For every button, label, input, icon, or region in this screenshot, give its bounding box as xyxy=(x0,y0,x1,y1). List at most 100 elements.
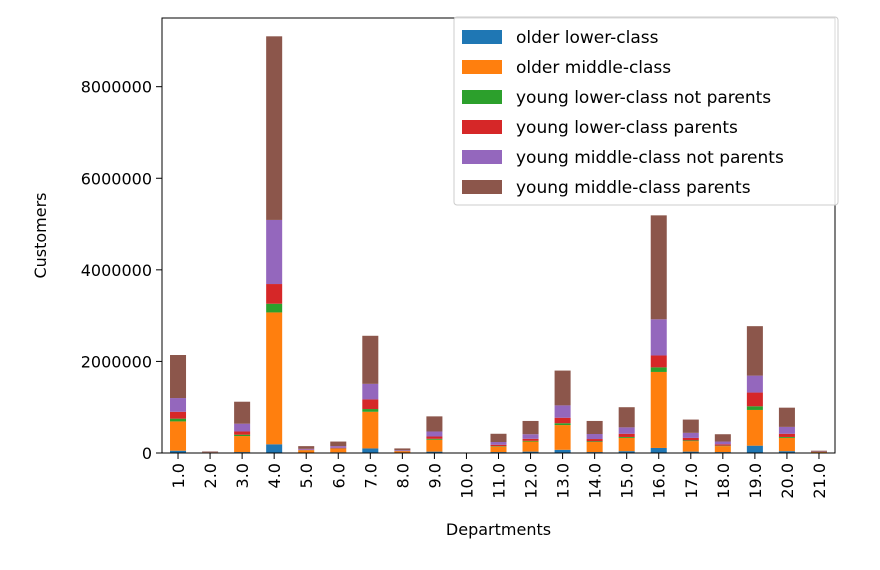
bar-segment-3.0-young-lower-class-parents xyxy=(234,431,251,435)
bar-segment-7.0-young-middle-class-not-parents xyxy=(362,383,379,400)
bar-segment-20.0-older-middle-class xyxy=(778,437,795,452)
bar-segment-7.0-older-lower-class xyxy=(362,448,379,453)
bar-segment-3.0-young-middle-class-parents xyxy=(234,401,251,424)
bar-segment-4.0-older-middle-class xyxy=(266,312,283,445)
bar-segment-3.0-young-middle-class-not-parents xyxy=(234,423,251,432)
x-tick-label: 2.0 xyxy=(201,463,220,488)
bar-segment-5.0-young-middle-class-not-parents xyxy=(298,448,315,450)
bar-segment-9.0-young-lower-class-parents xyxy=(426,436,443,439)
bar-segment-13.0-young-lower-class-parents xyxy=(554,417,571,424)
bar-segment-13.0-young-middle-class-parents xyxy=(554,370,571,406)
bar-segment-13.0-older-lower-class xyxy=(554,449,571,453)
bar-segment-14.0-young-middle-class-not-parents xyxy=(586,433,603,440)
bar-segment-11.0-young-middle-class-not-parents xyxy=(490,442,507,445)
bar-segment-18.0-young-lower-class-parents xyxy=(714,444,731,446)
bar-segment-19.0-young-lower-class-parents xyxy=(746,392,763,407)
legend-label: young lower-class not parents xyxy=(516,88,771,108)
bar-segment-20.0-young-lower-class-parents xyxy=(778,433,795,437)
x-tick-label: 21.0 xyxy=(810,463,829,499)
bar-segment-9.0-older-middle-class xyxy=(426,439,443,452)
x-tick-label: 9.0 xyxy=(425,463,444,488)
bar-segment-16.0-young-middle-class-parents xyxy=(650,215,667,320)
bar-segment-17.0-young-lower-class-parents xyxy=(682,437,699,441)
bar-segment-7.0-young-lower-class-not-parents xyxy=(362,409,379,412)
bar-segment-7.0-older-middle-class xyxy=(362,411,379,449)
legend-box xyxy=(453,16,839,206)
bar-segment-5.0-young-middle-class-parents xyxy=(298,446,315,449)
bar-segment-9.0-young-lower-class-not-parents xyxy=(426,438,443,440)
bar-segment-14.0-older-middle-class xyxy=(586,442,603,453)
y-tick-label: 6000000 xyxy=(81,169,152,188)
bar-segment-16.0-older-lower-class xyxy=(650,447,667,453)
bar-segment-6.0-young-middle-class-not-parents xyxy=(330,446,347,448)
bar-segment-16.0-young-middle-class-not-parents xyxy=(650,319,667,356)
bar-segment-21.0-young-middle-class-parents xyxy=(810,450,827,452)
bar-segment-20.0-young-middle-class-parents xyxy=(778,407,795,427)
bar-segment-9.0-young-middle-class-parents xyxy=(426,416,443,432)
bar-segment-4.0-young-middle-class-parents xyxy=(266,36,283,220)
bar-segment-4.0-young-lower-class-not-parents xyxy=(266,303,283,313)
bar-segment-16.0-young-lower-class-parents xyxy=(650,355,667,368)
y-axis-label: Customers xyxy=(31,192,50,278)
bar-segment-18.0-young-middle-class-not-parents xyxy=(714,441,731,445)
x-tick-label: 14.0 xyxy=(586,463,605,499)
bar-segment-13.0-young-middle-class-not-parents xyxy=(554,405,571,418)
bar-segment-7.0-young-middle-class-parents xyxy=(362,335,379,384)
legend-swatch xyxy=(462,60,502,74)
x-tick-label: 7.0 xyxy=(361,463,380,488)
bar-segment-3.0-older-middle-class xyxy=(234,436,251,453)
y-tick-label: 4000000 xyxy=(81,261,152,280)
bar-segment-8.0-young-middle-class-not-parents xyxy=(394,450,411,451)
legend-swatch xyxy=(462,30,502,44)
bar-segment-6.0-older-middle-class xyxy=(330,448,347,453)
legend-swatch xyxy=(462,120,502,134)
bar-segment-8.0-young-middle-class-parents xyxy=(394,448,411,451)
bar-segment-12.0-young-middle-class-not-parents xyxy=(522,434,539,439)
bar-segment-13.0-older-middle-class xyxy=(554,425,571,450)
bar-segment-5.0-older-middle-class xyxy=(298,450,315,453)
bar-segment-11.0-older-middle-class xyxy=(490,446,507,453)
bar-segment-17.0-older-lower-class xyxy=(682,451,699,453)
bar-segment-6.0-young-middle-class-parents xyxy=(330,441,347,447)
x-tick-label: 16.0 xyxy=(650,463,669,499)
bar-segment-16.0-older-middle-class xyxy=(650,371,667,448)
x-axis-label: Departments xyxy=(446,520,551,539)
bar-segment-1.0-young-middle-class-not-parents xyxy=(170,398,187,412)
bar-segment-6.0-young-lower-class-parents xyxy=(330,447,347,449)
bar-segment-20.0-young-middle-class-not-parents xyxy=(778,426,795,434)
bar-segment-18.0-young-middle-class-parents xyxy=(714,434,731,442)
bar-segment-1.0-young-lower-class-not-parents xyxy=(170,418,187,422)
bars-layer xyxy=(170,36,827,453)
bar-segment-17.0-young-lower-class-not-parents xyxy=(682,440,699,442)
x-tick-label: 8.0 xyxy=(393,463,412,488)
bar-segment-1.0-young-lower-class-parents xyxy=(170,411,187,419)
bar-segment-1.0-young-middle-class-parents xyxy=(170,355,187,399)
bar-segment-20.0-young-lower-class-not-parents xyxy=(778,436,795,438)
legend-swatch xyxy=(462,150,502,164)
x-tick-label: 4.0 xyxy=(265,463,284,488)
x-tick-label: 10.0 xyxy=(457,463,476,499)
legend-label: young middle-class parents xyxy=(516,178,751,198)
bar-segment-9.0-young-middle-class-not-parents xyxy=(426,431,443,437)
legend-label: young middle-class not parents xyxy=(516,148,784,168)
bar-segment-4.0-young-middle-class-not-parents xyxy=(266,219,283,285)
x-tick-label: 13.0 xyxy=(554,463,573,499)
bar-segment-15.0-young-lower-class-not-parents xyxy=(618,436,635,438)
x-tick-label: 17.0 xyxy=(682,463,701,499)
bar-segment-15.0-young-lower-class-parents xyxy=(618,433,635,437)
x-tick-label: 3.0 xyxy=(233,463,252,488)
bar-segment-20.0-older-lower-class xyxy=(778,451,795,453)
bar-segment-11.0-young-middle-class-parents xyxy=(490,433,507,443)
y-axis: 0 2000000 4000000 6000000 8000000 xyxy=(81,78,162,463)
bar-segment-12.0-older-lower-class xyxy=(522,451,539,453)
bar-segment-19.0-older-lower-class xyxy=(746,445,763,453)
legend-swatch xyxy=(462,90,502,104)
x-tick-label: 11.0 xyxy=(490,463,509,499)
legend-label: older lower-class xyxy=(516,28,659,48)
bar-segment-15.0-older-lower-class xyxy=(618,451,635,453)
x-tick-label: 18.0 xyxy=(714,463,733,499)
bar-segment-19.0-young-lower-class-not-parents xyxy=(746,406,763,410)
bar-segment-1.0-older-middle-class xyxy=(170,421,187,451)
bar-segment-18.0-older-middle-class xyxy=(714,446,731,453)
